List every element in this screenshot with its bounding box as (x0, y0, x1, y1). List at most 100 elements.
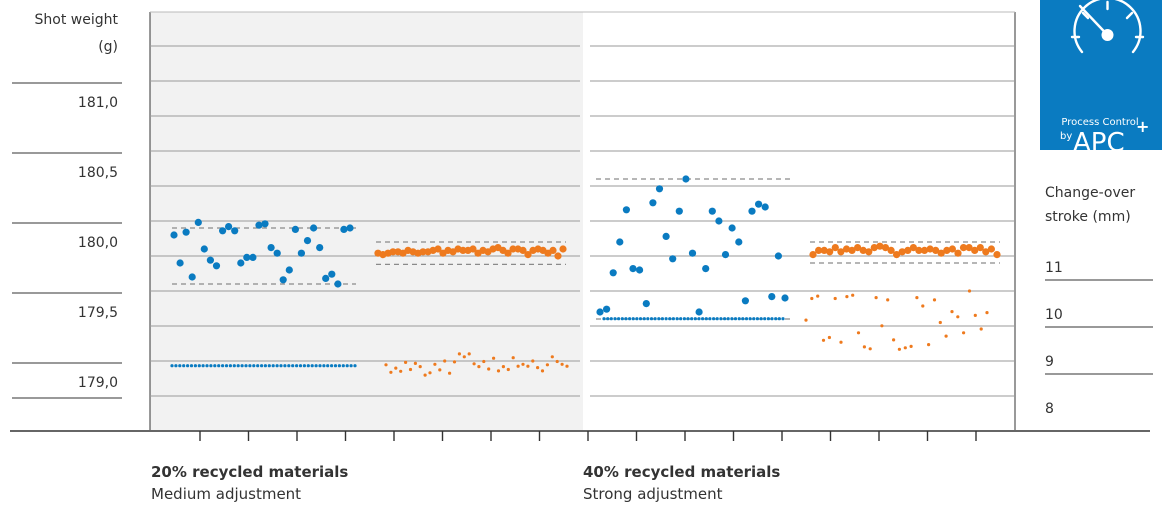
shot-weight-point-blue (662, 232, 670, 240)
stroke-point-blue (777, 317, 781, 321)
shot-weight-tick-label: 180,0 (78, 235, 118, 251)
shot-weight-point-orange (865, 248, 873, 256)
stroke-point-blue (306, 364, 310, 368)
stroke-point-blue (631, 317, 635, 321)
stroke-point-orange (927, 343, 931, 347)
stroke-point-blue (719, 317, 723, 321)
shot-weight-point-orange (820, 246, 828, 254)
shot-weight-point-blue (721, 251, 730, 259)
shot-weight-ticks: 181,0 180,5 180,0 179,5 179,0 (12, 82, 122, 399)
shot-weight-point-orange (959, 244, 968, 252)
shot-weight-point-blue (649, 199, 657, 207)
stroke-point-orange (839, 340, 843, 344)
stroke-point-blue (693, 317, 697, 321)
stroke-point-blue (291, 364, 295, 368)
stroke-point-orange (827, 335, 832, 340)
stroke-point-blue (759, 317, 763, 321)
stroke-point-orange (962, 331, 966, 335)
shot-weight-point-blue (781, 294, 789, 302)
gridlines (150, 45, 1015, 397)
stroke-point-orange (892, 338, 896, 342)
shot-weight-unit: (g) (98, 39, 118, 55)
shot-weight-point-orange (993, 251, 1001, 259)
shot-weight-point-blue (182, 228, 190, 236)
shot-weight-point-blue (200, 245, 208, 253)
stroke-point-orange (501, 365, 505, 369)
shot-weight-point-blue (603, 305, 611, 313)
shot-weight-point-blue (273, 249, 281, 257)
stroke-point-orange (487, 367, 491, 371)
stroke-point-blue (236, 364, 240, 368)
stroke-point-blue (712, 317, 716, 321)
stroke-point-blue (701, 317, 705, 321)
stroke-point-orange (555, 359, 559, 364)
shot-weight-point-blue (755, 200, 763, 208)
shot-weight-point-orange (459, 246, 467, 254)
stroke-point-orange (389, 370, 393, 374)
stroke-point-blue (679, 317, 683, 321)
stroke-point-orange (457, 352, 461, 356)
shot-weight-point-orange (524, 251, 532, 259)
stroke-point-blue (628, 317, 632, 321)
shot-weight-point-blue (249, 253, 257, 261)
stroke-point-blue (708, 317, 712, 321)
stroke-point-orange (536, 366, 540, 370)
stroke-point-blue (326, 364, 330, 368)
stroke-point-blue (186, 364, 190, 368)
shot-weight-point-blue (340, 225, 348, 233)
stroke-point-blue (283, 364, 287, 368)
shot-weight-point-blue (655, 185, 664, 193)
stroke-point-orange (521, 362, 525, 366)
shot-weight-point-orange (509, 245, 517, 253)
stroke-point-orange (851, 293, 855, 297)
shot-weight-point-orange (904, 246, 912, 254)
stroke-point-orange (845, 295, 849, 299)
stroke-point-orange (967, 289, 972, 293)
shot-weight-point-blue (768, 293, 776, 301)
stroke-point-blue (263, 364, 267, 368)
shot-weight-point-orange (915, 246, 923, 254)
shot-weight-point-orange (948, 245, 957, 253)
shot-weight-point-blue (285, 266, 293, 274)
stroke-point-blue (322, 364, 326, 368)
shot-weight-point-blue (636, 266, 644, 274)
shot-weight-point-blue (702, 265, 710, 273)
stroke-point-blue (638, 317, 643, 321)
stroke-point-blue (620, 317, 624, 321)
stroke-point-orange (408, 367, 413, 372)
stroke-point-blue (635, 317, 639, 321)
stroke-point-blue (267, 364, 271, 368)
shot-weight-point-blue (231, 227, 239, 235)
stroke-point-blue (737, 317, 741, 321)
stroke-point-blue (217, 364, 221, 368)
shot-weight-point-blue (596, 308, 604, 316)
shot-weight-point-orange (982, 248, 990, 256)
section-20-subtitle: Medium adjustment (151, 485, 301, 503)
stroke-point-orange (862, 345, 867, 349)
shot-weight-point-blue (303, 237, 312, 245)
stroke-point-orange (550, 355, 554, 359)
stroke-point-blue (232, 364, 236, 368)
shot-weight-point-blue (728, 224, 736, 232)
shot-weight-point-orange (859, 246, 867, 254)
stroke-point-blue (279, 364, 283, 368)
shot-weight-point-orange (837, 248, 845, 256)
stroke-ticks: 11 10 9 8 (1045, 260, 1153, 417)
change-over-unit: stroke (mm) (1045, 209, 1131, 225)
stroke-point-blue (613, 317, 617, 321)
shot-weight-point-blue (346, 224, 354, 232)
stroke-point-blue (649, 317, 654, 321)
stroke-point-blue (617, 317, 621, 321)
stroke-point-orange (516, 364, 520, 368)
stroke-point-blue (664, 317, 668, 321)
shot-weight-point-blue (316, 244, 324, 252)
stroke-point-blue (221, 364, 225, 368)
stroke-point-orange (880, 324, 884, 328)
stroke-point-orange (560, 362, 564, 366)
shot-weight-point-blue (206, 256, 214, 264)
shot-weight-point-orange (815, 246, 823, 254)
stroke-point-orange (833, 296, 837, 301)
stroke-point-blue (248, 364, 252, 368)
stroke-point-orange (903, 346, 907, 350)
change-over-label: Change-over (1045, 185, 1135, 201)
